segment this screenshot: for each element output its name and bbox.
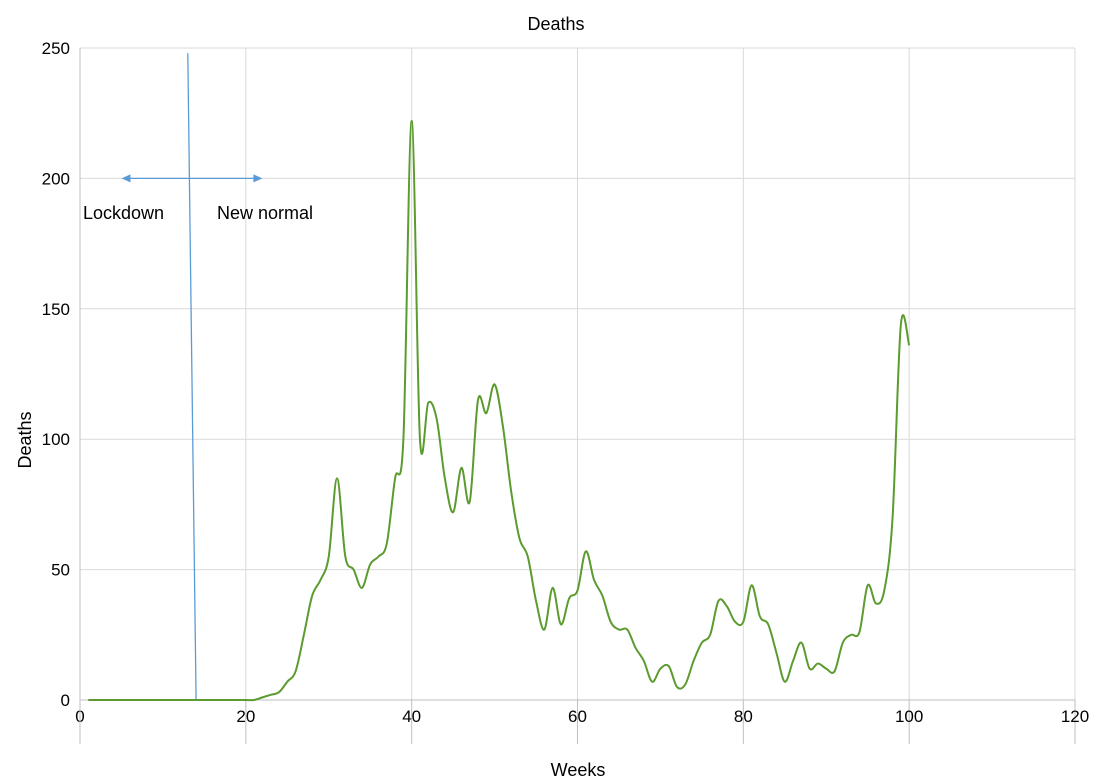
x-tick-label: 60: [568, 707, 587, 726]
y-axis-title: Deaths: [15, 411, 35, 468]
x-tick-label: 80: [734, 707, 753, 726]
arrow-head-left: [121, 174, 131, 183]
lockdown-divider-line: [187, 53, 197, 701]
new-normal-label: New normal: [217, 203, 313, 223]
annotations: Lockdown New normal: [83, 53, 313, 701]
y-tick-label: 200: [42, 169, 70, 188]
chart-title: Deaths: [527, 14, 584, 34]
deaths-series-line: [88, 120, 911, 702]
x-tick-label: 40: [402, 707, 421, 726]
y-tick-label: 250: [42, 39, 70, 58]
x-tick-label: 100: [895, 707, 923, 726]
lockdown-label: Lockdown: [83, 203, 164, 223]
arrow-head-right: [253, 174, 263, 183]
x-axis-title: Weeks: [551, 760, 606, 779]
y-tick-label: 100: [42, 430, 70, 449]
x-tick-label: 20: [236, 707, 255, 726]
grid: [80, 47, 1076, 700]
series: [88, 120, 911, 702]
y-tick-label: 50: [51, 561, 70, 580]
y-tick-label: 150: [42, 300, 70, 319]
y-tick-label: 0: [61, 691, 70, 710]
x-tick-label: 120: [1061, 707, 1089, 726]
